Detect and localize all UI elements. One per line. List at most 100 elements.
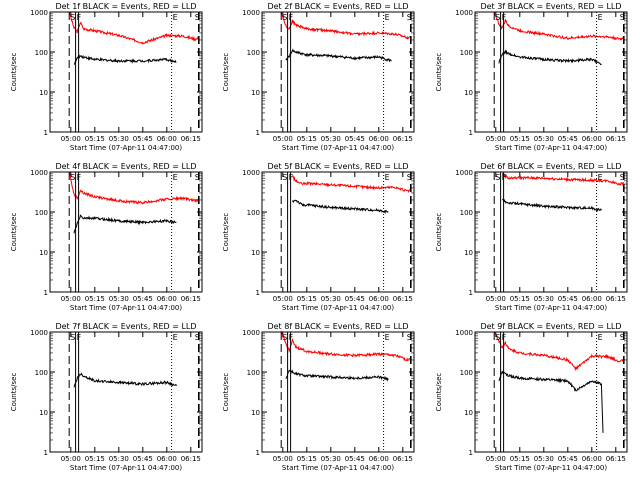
y-tick-label: 100 <box>35 369 48 377</box>
series-events-line <box>291 199 389 215</box>
marker-label: E <box>385 333 390 342</box>
y-axis-label: Counts/sec <box>222 53 230 92</box>
y-tick-label: 10 <box>39 249 48 257</box>
marker-label: F <box>502 333 507 342</box>
marker-label: F <box>289 13 294 22</box>
panel-title: Det 8f BLACK = Events, RED = LLD <box>267 322 408 331</box>
marker-label: E <box>598 333 603 342</box>
y-tick-label: 1000 <box>242 329 260 337</box>
y-tick-label: 1000 <box>242 9 260 17</box>
panel-title: Det 9f BLACK = Events, RED = LLD <box>480 322 621 331</box>
panel-2: Det 2f BLACK = Events, RED = LLD 1 10 100 10… <box>222 2 415 152</box>
marker-label: F <box>502 13 507 22</box>
x-axis-label: Start Time (07-Apr-11 04:47:00) <box>495 464 607 472</box>
y-tick-label: 1 <box>44 289 48 297</box>
y-axis-label: Counts/sec <box>222 213 230 252</box>
x-tick-label: 06:00 <box>582 135 602 143</box>
y-axis-label: Counts/sec <box>10 53 18 92</box>
marker-label: E <box>173 333 178 342</box>
y-axis-label: Counts/sec <box>435 53 443 92</box>
marker-label: S <box>282 333 287 342</box>
series-lld-line <box>494 332 624 372</box>
x-tick-label: 05:45 <box>345 135 365 143</box>
marker-label: F <box>502 173 507 182</box>
x-tick-label: 05:00 <box>61 295 81 303</box>
y-tick-label: 1 <box>469 289 473 297</box>
series-lld-line <box>68 172 200 205</box>
y-tick-label: 1 <box>256 289 260 297</box>
y-axis-label: Counts/sec <box>10 373 18 412</box>
x-tick-label: 05:15 <box>510 295 530 303</box>
series-events-line <box>501 198 602 212</box>
x-tick-label: 06:15 <box>606 135 626 143</box>
marker-label: S <box>282 173 287 182</box>
x-tick-label: 05:15 <box>85 455 105 463</box>
x-tick-label: 05:00 <box>61 455 81 463</box>
y-tick-label: 100 <box>247 49 260 57</box>
plot-frame <box>261 171 415 293</box>
marker-label: S <box>70 13 75 22</box>
y-tick-label: 100 <box>247 369 260 377</box>
panel-title: Det 6f BLACK = Events, RED = LLD <box>480 162 621 171</box>
x-tick-label: 05:15 <box>85 295 105 303</box>
y-tick-label: 10 <box>251 409 260 417</box>
series-lld-line <box>501 172 625 187</box>
y-tick-label: 100 <box>460 209 473 217</box>
y-tick-label: 1000 <box>30 169 48 177</box>
x-tick-label: 05:00 <box>486 455 506 463</box>
series-lld-line <box>68 12 200 45</box>
y-tick-label: 1 <box>469 449 473 457</box>
panel-title: Det 7f BLACK = Events, RED = LLD <box>55 322 196 331</box>
x-tick-label: 05:00 <box>486 135 506 143</box>
marker-label: E <box>385 173 390 182</box>
panel-8: Det 8f BLACK = Events, RED = LLD 1 10 100 10… <box>222 322 415 472</box>
x-tick-label: 06:15 <box>181 455 201 463</box>
marker-label: E <box>173 173 178 182</box>
marker-label: S <box>70 333 75 342</box>
marker-label: S <box>195 173 200 182</box>
x-tick-label: 06:15 <box>181 295 201 303</box>
x-tick-label: 06:00 <box>157 135 177 143</box>
y-tick-label: 1000 <box>455 169 473 177</box>
y-tick-label: 1 <box>256 129 260 137</box>
x-tick-label: 06:00 <box>582 455 602 463</box>
x-tick-label: 05:30 <box>109 455 129 463</box>
x-tick-label: 06:00 <box>369 455 389 463</box>
x-tick-label: 05:30 <box>534 295 554 303</box>
series-lld-line <box>280 330 412 362</box>
series-events-line <box>73 54 177 65</box>
x-axis-label: Start Time (07-Apr-11 04:47:00) <box>282 304 394 312</box>
x-tick-label: 06:00 <box>582 295 602 303</box>
series-events-line <box>498 49 602 66</box>
x-tick-label: 05:30 <box>534 455 554 463</box>
marker-label: F <box>289 173 294 182</box>
x-tick-label: 05:00 <box>273 135 293 143</box>
plot-frame <box>474 11 628 133</box>
marker-label: S <box>620 13 625 22</box>
x-tick-label: 05:45 <box>345 455 365 463</box>
y-tick-label: 1 <box>469 129 473 137</box>
marker-label: E <box>385 13 390 22</box>
x-tick-label: 05:45 <box>133 135 153 143</box>
marker-label: E <box>598 173 603 182</box>
y-tick-label: 100 <box>35 209 48 217</box>
marker-label: S <box>70 173 75 182</box>
y-tick-label: 1000 <box>455 9 473 17</box>
plot-frame <box>261 331 415 453</box>
x-tick-label: 05:15 <box>510 135 530 143</box>
marker-label: E <box>598 13 603 22</box>
x-tick-label: 05:30 <box>321 135 341 143</box>
marker-label: S <box>407 333 412 342</box>
panel-7: Det 7f BLACK = Events, RED = LLD 1 10 100 10… <box>10 322 203 472</box>
y-axis-label: Counts/sec <box>435 373 443 412</box>
x-tick-label: 05:00 <box>273 295 293 303</box>
x-tick-label: 06:00 <box>157 295 177 303</box>
x-tick-label: 05:00 <box>273 455 293 463</box>
panel-6: Det 6f BLACK = Events, RED = LLD 1 10 100 10… <box>435 162 628 312</box>
x-axis-label: Start Time (07-Apr-11 04:47:00) <box>495 304 607 312</box>
x-tick-label: 05:45 <box>558 295 578 303</box>
marker-label: S <box>282 13 287 22</box>
x-tick-label: 06:15 <box>393 135 413 143</box>
marker-label: S <box>495 333 500 342</box>
panel-9: Det 9f BLACK = Events, RED = LLD 1 10 100 10… <box>435 322 628 472</box>
